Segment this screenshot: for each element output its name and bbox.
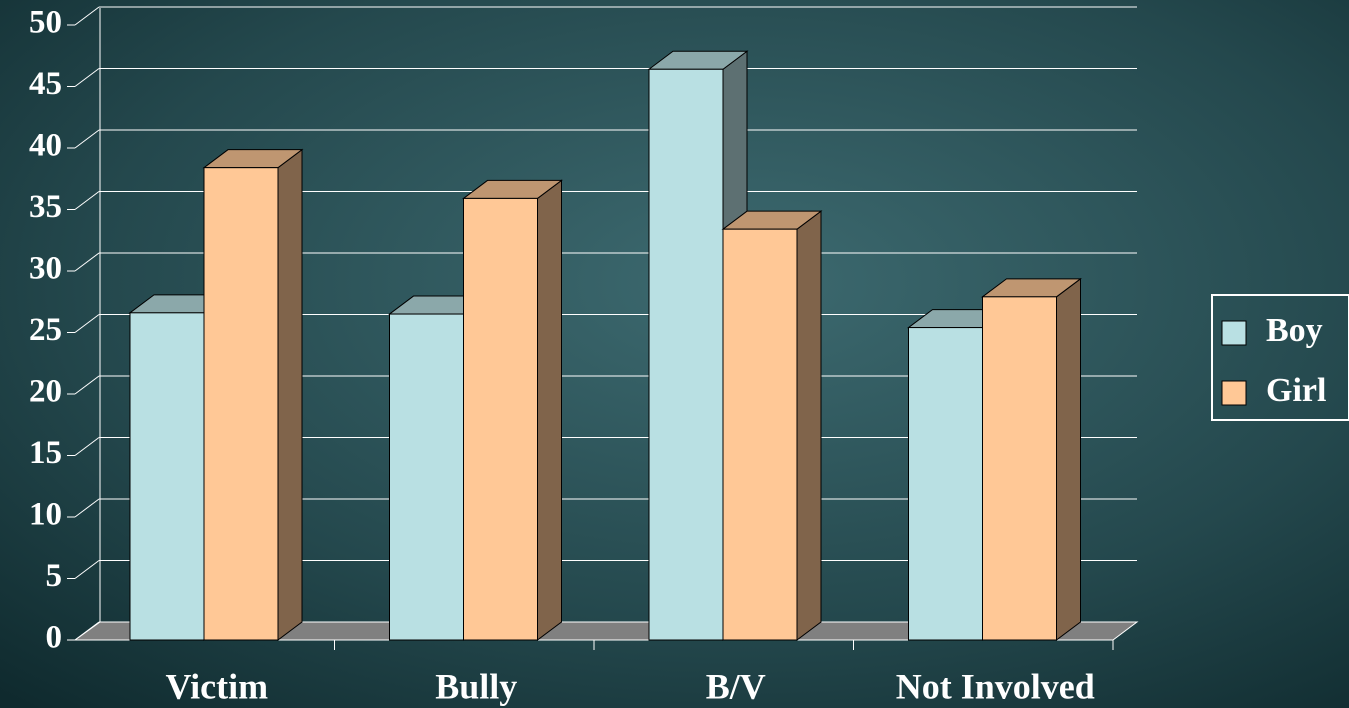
legend-box — [1211, 294, 1349, 421]
y-tick-label: 0 — [46, 620, 63, 656]
bar-side — [1056, 277, 1081, 641]
legend-label: Boy — [1266, 312, 1323, 349]
bar-side — [796, 210, 822, 641]
x-tick-label: Not Involved — [896, 666, 1095, 706]
bar — [722, 228, 798, 641]
x-tick-label: Bully — [435, 666, 517, 706]
bar — [648, 68, 724, 641]
y-tick-label: 25 — [29, 312, 62, 348]
bar — [129, 312, 205, 641]
side-grid-line — [74, 252, 100, 272]
bar — [908, 327, 983, 641]
bar-side — [537, 179, 562, 641]
legend-swatch — [1221, 380, 1247, 406]
bar — [463, 197, 538, 641]
y-tick-label: 10 — [29, 497, 62, 533]
side-grid-line — [74, 375, 100, 395]
legend-label: Girl — [1266, 372, 1326, 409]
side-grid-line — [74, 621, 100, 641]
bar — [203, 167, 279, 641]
x-tick-label: Victim — [165, 666, 268, 706]
side-grid-line — [74, 129, 100, 149]
side-grid-line — [74, 498, 100, 518]
y-tick-label: 50 — [29, 5, 62, 41]
y-tick-label: 45 — [29, 66, 62, 102]
side-grid-line — [74, 437, 100, 456]
y-tick-label: 40 — [29, 128, 62, 164]
y-tick-label: 5 — [46, 558, 63, 594]
side-grid-line — [74, 68, 100, 87]
y-tick-label: 15 — [29, 435, 62, 471]
bar-side — [277, 148, 303, 641]
side-grid-line — [74, 314, 100, 333]
bar — [982, 296, 1057, 641]
legend-swatch — [1221, 320, 1247, 346]
side-grid-line — [74, 6, 100, 26]
side-grid-line — [74, 560, 100, 579]
x-tick-label: B/V — [706, 666, 766, 706]
y-tick-label: 30 — [29, 251, 62, 287]
bar — [389, 313, 464, 641]
y-tick-label: 35 — [29, 189, 62, 225]
y-tick-label: 20 — [29, 374, 62, 410]
side-grid-line — [74, 191, 100, 210]
